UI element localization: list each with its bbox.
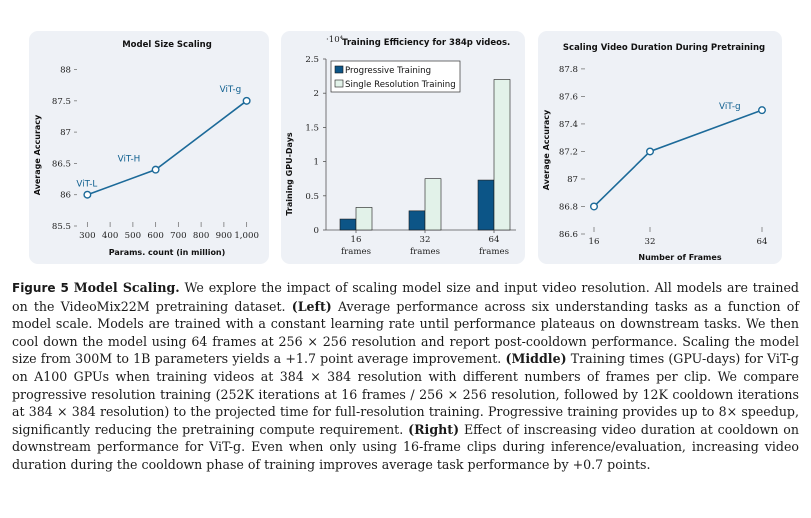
data-point (151, 165, 160, 174)
x-tick-label: 700 (170, 231, 186, 241)
bar-progressive (477, 179, 495, 231)
y-tick-label: 86.6 (559, 230, 578, 240)
y-tick-label: 85.5 (52, 222, 71, 232)
bar-single-resolution (355, 207, 373, 231)
y-tick-label: 87.4 (559, 120, 579, 130)
data-point (645, 147, 654, 156)
x-tick-label: 500 (125, 231, 141, 241)
caption-text-middle: Training times (GPU-days) for ViT-g on A… (12, 351, 799, 437)
caption-right-label: (Right) (408, 421, 460, 437)
y-tick-label: 87 (60, 128, 71, 138)
y-tick-label: 86.5 (52, 159, 71, 169)
legend-swatch (334, 65, 344, 74)
caption-middle-label: (Middle) (505, 351, 567, 367)
x-tick-label: 1,000 (234, 231, 259, 241)
training-efficiency-chart: Training Efficiency for 384p videos.·10⁴… (285, 35, 516, 257)
x-tick-label: 64 (757, 237, 768, 247)
right-chart-panel: Scaling Video Duration During Pretrainin… (538, 31, 782, 264)
x-tick-label: 32 (420, 235, 431, 245)
point-label: ViT-H (118, 155, 141, 165)
y-tick-label: 87.6 (559, 92, 578, 102)
bar-single-resolution (424, 178, 442, 231)
chart-title: Model Size Scaling (122, 40, 212, 50)
y-multiplier-label: ·10⁴ (326, 35, 344, 45)
bar-progressive (408, 210, 426, 231)
point-label: ViT-g (719, 102, 741, 112)
caption-title: Model Scaling. (73, 280, 180, 295)
bar-progressive (339, 218, 357, 231)
left-chart-panel: Model Size Scaling 85.5 86 86.5 87 87.5 88 300 4… (29, 31, 269, 264)
y-tick-label: 2 (314, 89, 319, 99)
caption-left-label: (Left) (291, 298, 332, 314)
bar-single-resolution (493, 79, 511, 231)
y-tick-label: 87 (567, 175, 578, 185)
data-point (757, 106, 766, 115)
x-tick-label: 600 (147, 231, 163, 241)
y-axis-label: Training GPU-Days (285, 132, 294, 216)
series-line (87, 100, 248, 196)
chart-title: Scaling Video Duration During Pretrainin… (563, 43, 765, 53)
y-axis-label: Average Accuracy (33, 114, 42, 195)
y-axis-label: Average Accuracy (542, 109, 551, 190)
y-tick-label: 86 (60, 191, 71, 201)
model-size-scaling-chart: Model Size Scaling 85.5 86 86.5 87 87.5 88 300 4… (33, 40, 259, 257)
y-tick-label: 1.5 (305, 123, 319, 133)
series-line (593, 109, 763, 208)
legend-swatch (334, 79, 344, 88)
x-tick-label: 64 (489, 235, 500, 245)
x-tick-label: frames (479, 247, 509, 257)
caption-text-left: Average performance across six understan… (12, 298, 799, 367)
x-tick-label: 400 (102, 231, 118, 241)
y-tick-label: 0 (314, 226, 319, 236)
data-point (590, 202, 599, 211)
figure-caption: Figure 5 Model Scaling. We explore the i… (12, 279, 799, 474)
x-axis-label: Params. count (in million) (109, 248, 226, 257)
x-tick-label: 300 (79, 231, 95, 241)
y-tick-label: 86.8 (559, 202, 578, 212)
y-tick-label: 1 (314, 158, 319, 168)
legend-label: Single Resolution Training (345, 80, 456, 90)
data-point (83, 190, 92, 199)
x-tick-label: 16 (589, 237, 600, 247)
caption-text-right: Effect of inscreasing video duration at … (12, 421, 799, 472)
x-tick-label: 900 (216, 231, 232, 241)
chart-title: Training Efficiency for 384p videos. (342, 38, 510, 48)
y-tick-label: 87.8 (559, 65, 578, 75)
x-axis-label: Number of Frames (638, 253, 721, 262)
x-tick-label: 32 (645, 237, 656, 247)
x-tick-label: frames (341, 247, 371, 257)
data-point (242, 96, 251, 105)
x-tick-label: 16 (351, 235, 362, 245)
y-tick-label: 87.2 (559, 147, 578, 157)
legend-label: Progressive Training (345, 66, 431, 76)
caption-figure-label: Figure 5 (12, 281, 69, 295)
y-tick-label: 2.5 (305, 55, 319, 65)
y-tick-label: 0.5 (305, 192, 319, 202)
caption-text-intro: We explore the impact of scaling model s… (12, 280, 799, 314)
x-tick-label: 800 (193, 231, 209, 241)
y-tick-label: 88 (60, 66, 71, 76)
point-label: ViT-L (76, 180, 97, 190)
legend-box (330, 60, 461, 93)
y-tick-label: 87.5 (52, 97, 71, 107)
x-tick-label: frames (410, 247, 440, 257)
middle-chart-panel: Training Efficiency for 384p videos. ·10⁴… (281, 31, 525, 264)
point-label: ViT-g (220, 85, 242, 95)
video-duration-scaling-chart: Scaling Video Duration During Pretrainin… (542, 43, 768, 262)
